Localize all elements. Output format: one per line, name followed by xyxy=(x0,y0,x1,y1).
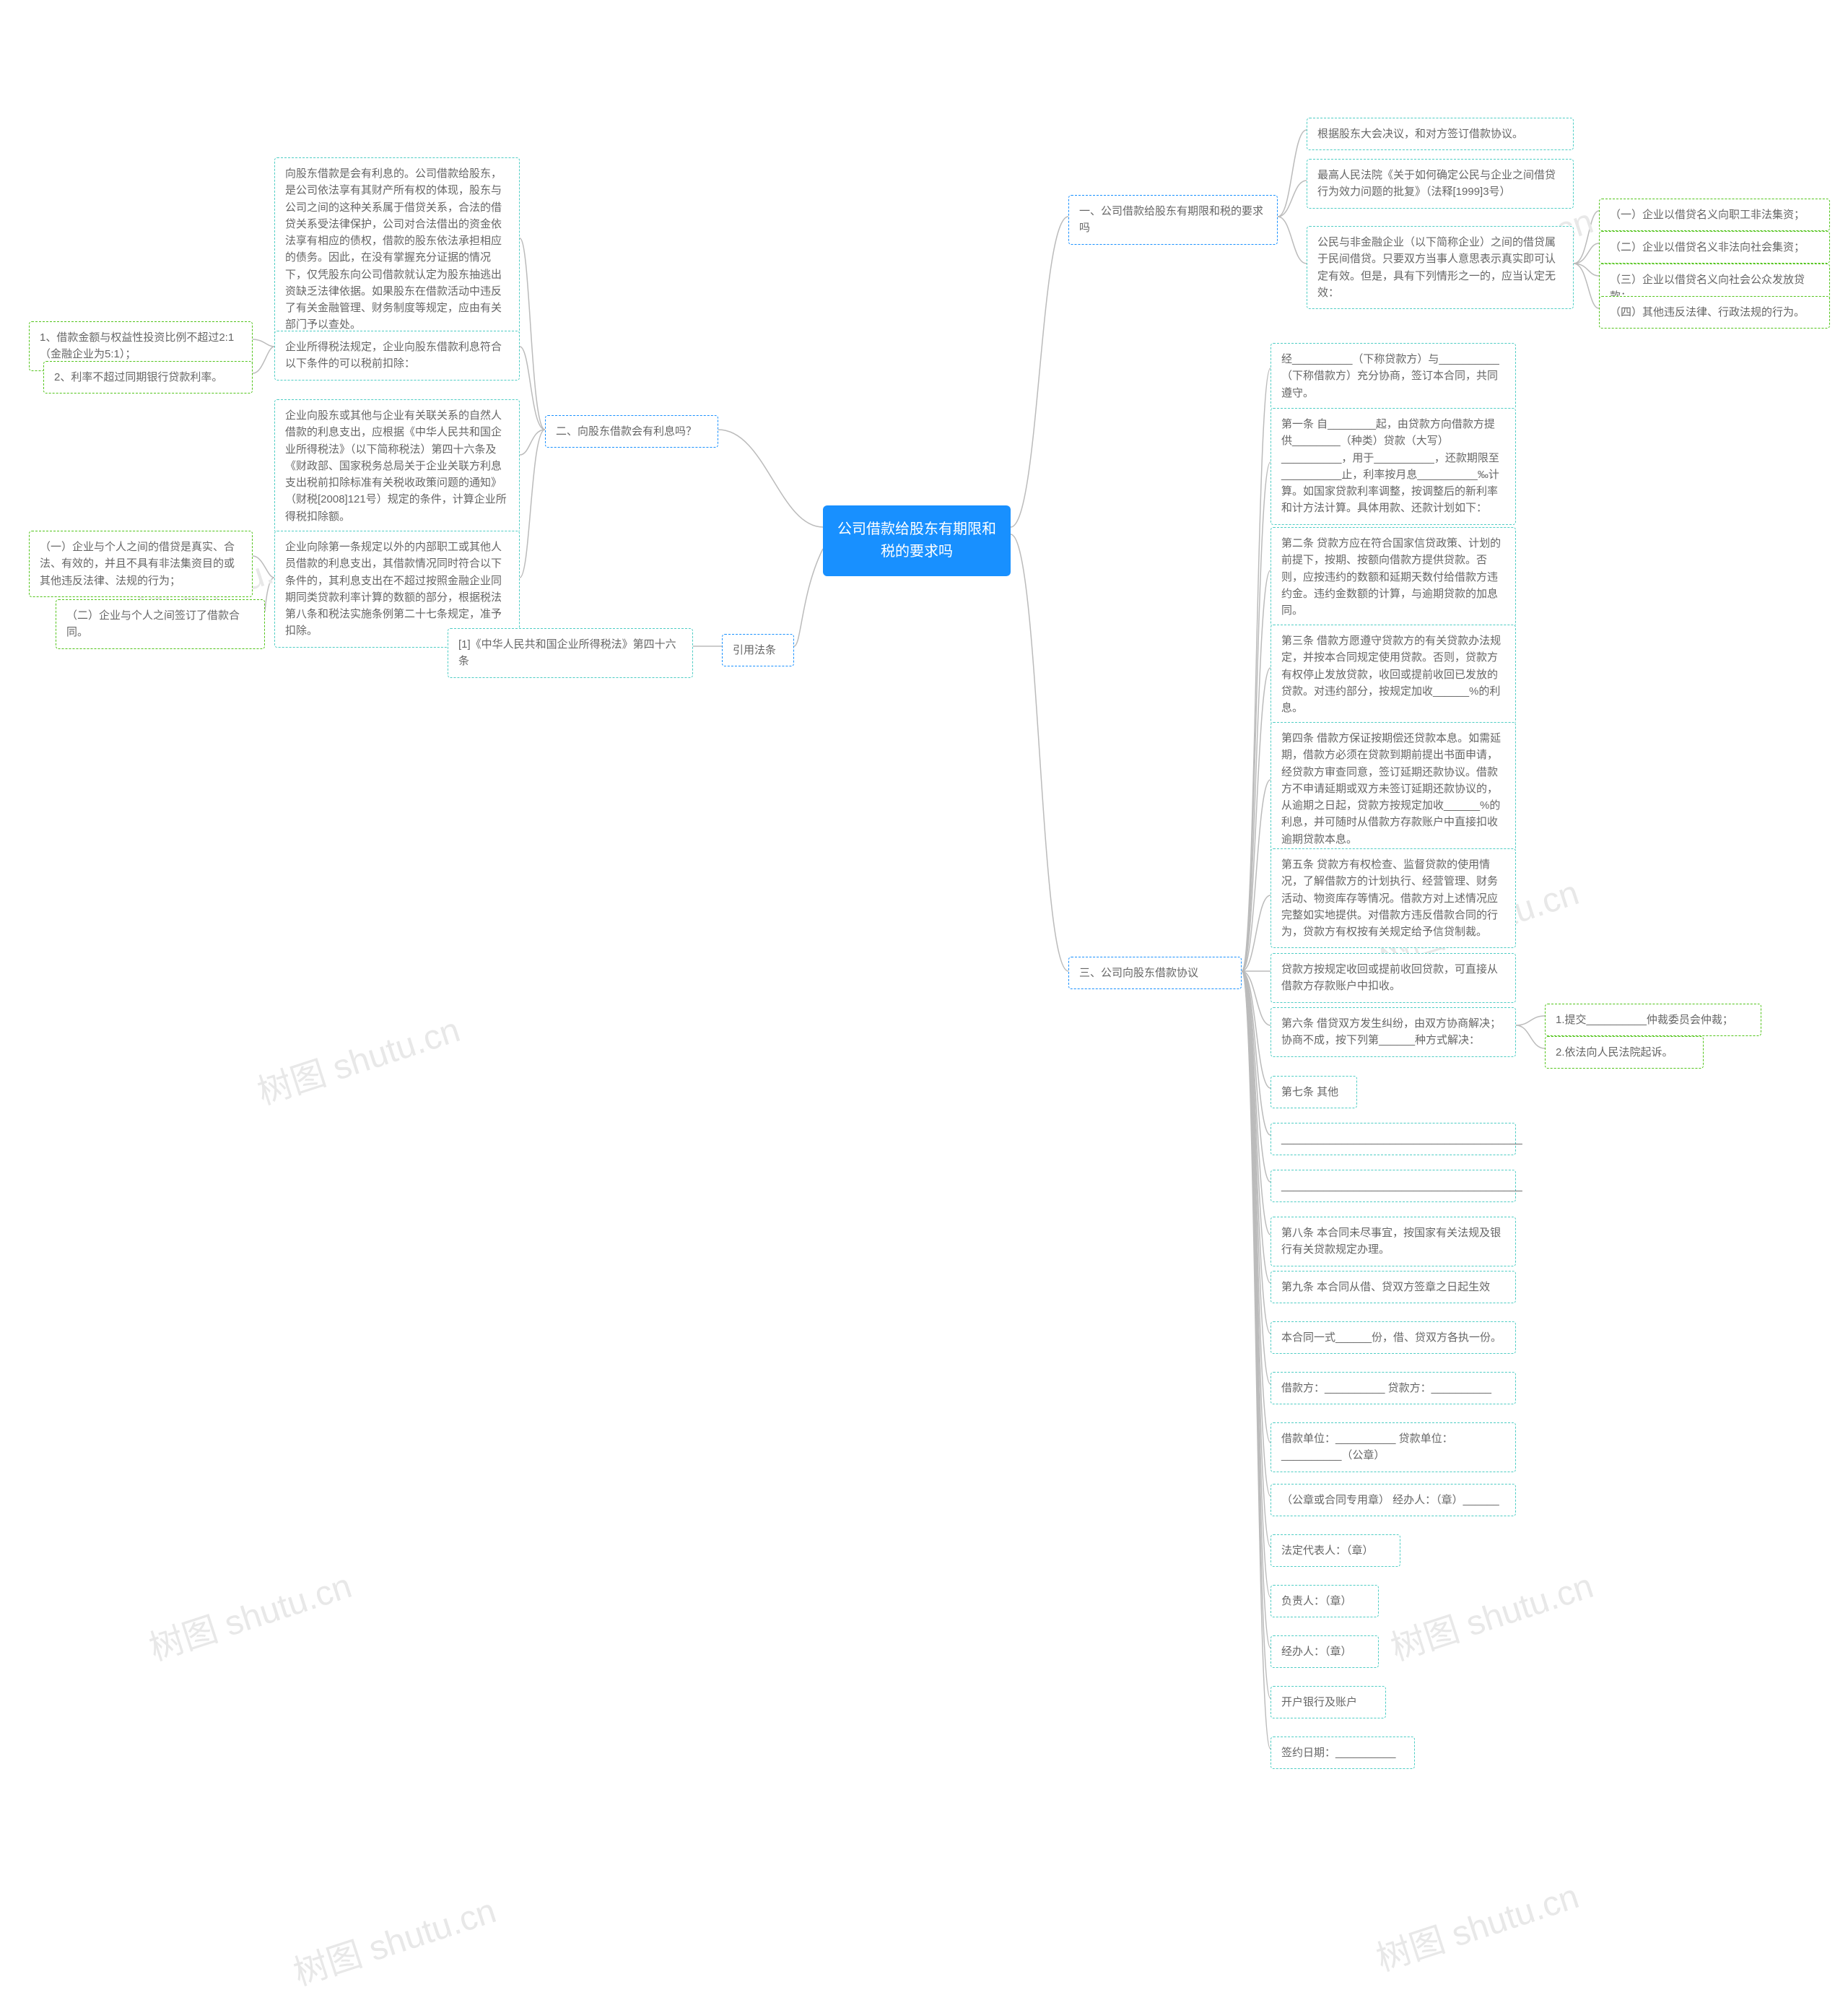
branch-three-child-15: 借款单位：__________ 贷款单位：__________（公章） xyxy=(1270,1422,1516,1472)
watermark: 树图 shutu.cn xyxy=(1383,1557,1598,1670)
branch-two-child-1: 企业所得税法规定，企业向股东借款利息符合以下条件的可以税前扣除： xyxy=(274,331,520,381)
branch-three-child-17: 法定代表人：（章） xyxy=(1270,1534,1400,1567)
branch-two-child-2: 企业向股东或其他与企业有关联关系的自然人借款的利息支出，应根据《中华人民共和国企… xyxy=(274,399,520,533)
branch-three-child-20: 开户银行及账户 xyxy=(1270,1686,1386,1718)
branch-three-child-14: 借款方：__________ 贷款方：__________ xyxy=(1270,1372,1516,1404)
branch-one: 一、公司借款给股东有期限和税的要求吗 xyxy=(1068,195,1278,245)
branch-one-child-2: 公民与非金融企业（以下简称企业）之间的借贷属于民间借贷。只要双方当事人意思表示真… xyxy=(1307,226,1574,309)
branch-three-child-10: ________________________________________ xyxy=(1270,1170,1516,1202)
branch-two-child-3-child-0: （一）企业与个人之间的借贷是真实、合法、有效的，并且不具有非法集资目的或其他违反… xyxy=(29,531,253,597)
branch-one-child-1: 最高人民法院《关于如何确定公民与企业之间借贷行为效力问题的批复》（法释[1999… xyxy=(1307,159,1574,209)
branch-one-child-2-child-3: （四）其他违反法律、行政法规的行为。 xyxy=(1599,296,1830,329)
branch-one-child-2-child-0: （一）企业以借贷名义向职工非法集资； xyxy=(1599,199,1830,231)
watermark: 树图 shutu.cn xyxy=(141,1557,357,1670)
branch-three-child-11: 第八条 本合同未尽事宜，按国家有关法规及银行有关贷款规定办理。 xyxy=(1270,1217,1516,1266)
branch-two-child-3-child-1: （二）企业与个人之间签订了借款合同。 xyxy=(56,599,265,649)
branch-three-child-3: 第三条 借款方愿遵守贷款方的有关贷款办法规定，并按本合同规定使用贷款。否则，贷款… xyxy=(1270,625,1516,724)
branch-three-child-0: 经__________（下称贷款方）与__________（下称借款方）充分协商… xyxy=(1270,343,1516,409)
branch-three-child-4: 第四条 借款方保证按期偿还贷款本息。如需延期，借款方必须在贷款到期前提出书面申请… xyxy=(1270,722,1516,856)
branch-three-child-16: （公章或合同专用章） 经办人：（章）______ xyxy=(1270,1484,1516,1516)
mindmap-root: 公司借款给股东有期限和税的要求吗 xyxy=(823,505,1011,576)
branch-three-child-9: ________________________________________ xyxy=(1270,1123,1516,1155)
branch-one-child-2-child-1: （二）企业以借贷名义非法向社会集资； xyxy=(1599,231,1830,264)
branch-three-child-7-child-0: 1.提交__________仲裁委员会仲裁； xyxy=(1545,1004,1761,1036)
branch-three-child-12: 第九条 本合同从借、贷双方签章之日起生效 xyxy=(1270,1271,1516,1303)
branch-one-child-0: 根据股东大会决议，和对方签订借款协议。 xyxy=(1307,118,1574,150)
branch-two-child-1-child-1: 2、利率不超过同期银行贷款利率。 xyxy=(43,361,253,394)
branch-cite: 引用法条 xyxy=(722,634,794,666)
branch-three-child-21: 签约日期：__________ xyxy=(1270,1737,1415,1769)
watermark: 树图 shutu.cn xyxy=(250,1001,465,1114)
branch-three-child-5: 第五条 贷款方有权检查、监督贷款的使用情况，了解借款方的计划执行、经营管理、财务… xyxy=(1270,848,1516,948)
branch-three-child-8: 第七条 其他 xyxy=(1270,1076,1357,1108)
branch-two-child-0: 向股东借款是会有利息的。公司借款给股东，是公司依法享有其财产所有权的体现，股东与… xyxy=(274,157,520,342)
watermark: 树图 shutu.cn xyxy=(286,1882,501,1995)
branch-three-child-2: 第二条 贷款方应在符合国家信贷政策、计划的前提下，按期、按额向借款方提供贷款。否… xyxy=(1270,527,1516,627)
branch-three-child-19: 经办人：（章） xyxy=(1270,1635,1379,1668)
branch-three-child-18: 负责人：（章） xyxy=(1270,1585,1379,1617)
watermark: 树图 shutu.cn xyxy=(1369,1868,1584,1981)
branch-two: 二、向股东借款会有利息吗？ xyxy=(545,415,718,448)
branch-three-child-7-child-1: 2.依法向人民法院起诉。 xyxy=(1545,1036,1704,1069)
branch-three-child-7: 第六条 借贷双方发生纠纷，由双方协商解决；协商不成，按下列第______种方式解… xyxy=(1270,1007,1516,1057)
branch-three: 三、公司向股东借款协议 xyxy=(1068,957,1242,989)
branch-cite-child-0: [1]《中华人民共和国企业所得税法》第四十六条 xyxy=(448,628,693,678)
branch-three-child-1: 第一条 自________起，由贷款方向借款方提供________（种类）贷款（… xyxy=(1270,408,1516,525)
branch-three-child-6: 贷款方按规定收回或提前收回贷款，可直接从借款方存款账户中扣收。 xyxy=(1270,953,1516,1003)
branch-three-child-13: 本合同一式______份，借、贷双方各执一份。 xyxy=(1270,1321,1516,1354)
